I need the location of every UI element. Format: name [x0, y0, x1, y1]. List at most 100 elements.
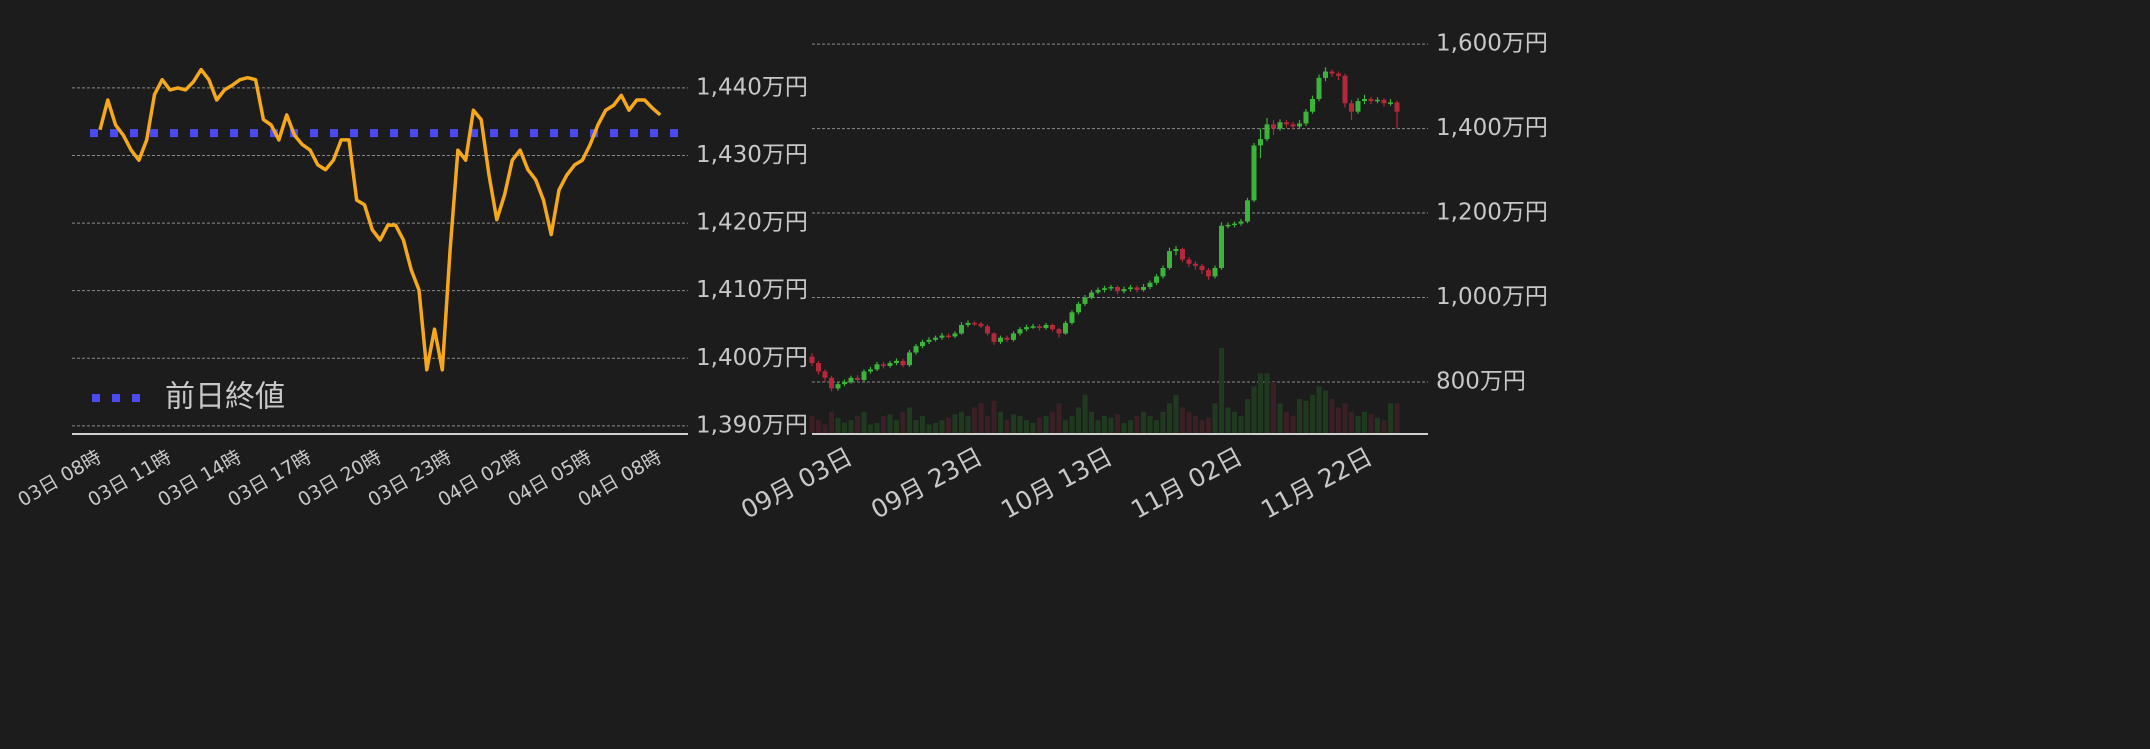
candle-body [1134, 287, 1140, 290]
volume-bar [1186, 411, 1192, 433]
volume-bar [1141, 411, 1146, 433]
volume-bar [1264, 373, 1270, 433]
candle-body [1102, 288, 1107, 290]
candle-body [1264, 124, 1270, 140]
volume-bar [1121, 422, 1127, 433]
y-tick-label: 1,400万円 [696, 345, 808, 371]
y-tick-label: 800万円 [1436, 369, 1526, 395]
volume-bar [959, 411, 964, 433]
y-tick-label: 1,410万円 [696, 277, 808, 303]
candle-body [1173, 248, 1179, 252]
candle-body [1290, 124, 1296, 127]
x-tick-label: 09月 23日 [866, 442, 987, 525]
candle-body [1154, 276, 1159, 283]
candle-body [998, 337, 1003, 342]
candle-body [1017, 329, 1023, 334]
volume-bar [1089, 411, 1094, 433]
volume-bar [1115, 414, 1120, 433]
candle-body [1063, 322, 1068, 334]
volume-bar [1108, 417, 1114, 433]
candle-body [1030, 326, 1036, 328]
volume-bar [1102, 416, 1107, 433]
volume-bar [1284, 411, 1289, 433]
volume-bar [1381, 420, 1387, 433]
candle-body [1011, 333, 1016, 340]
volume-bar [1258, 373, 1263, 433]
x-tick-label: 11月 22日 [1256, 442, 1377, 525]
candle-body [1219, 225, 1224, 268]
candle-body [1271, 124, 1276, 129]
volume-bar [1388, 403, 1393, 433]
candle-body [1056, 329, 1062, 334]
candle-body [809, 356, 815, 364]
candle-body [881, 364, 886, 366]
candle-body [887, 363, 893, 366]
volume-bar [998, 411, 1003, 433]
candle-body [874, 364, 880, 370]
volume-bar [1271, 382, 1276, 433]
volume-bar [855, 416, 860, 433]
candle-body [1323, 71, 1328, 78]
y-tick-label: 1,430万円 [696, 142, 808, 168]
candle-body [1349, 103, 1354, 112]
volume-bar [1394, 403, 1400, 433]
x-tick-label: 09月 03日 [736, 442, 857, 525]
candle-body [1394, 102, 1400, 112]
volume-bar [1290, 416, 1296, 433]
y-tick-label: 1,000万円 [1436, 284, 1548, 310]
volume-bar [1349, 411, 1354, 433]
candle-body [939, 335, 945, 338]
volume-bar [835, 417, 841, 433]
candle-body [926, 339, 932, 342]
candle-body [1050, 325, 1055, 330]
candle-body [822, 371, 828, 378]
candle-body [1024, 327, 1029, 330]
volume-bar [809, 416, 815, 433]
candle-body [913, 346, 919, 353]
candle-body [946, 335, 951, 338]
volume-bar [1277, 403, 1283, 433]
candle-body [1251, 145, 1257, 201]
volume-bar [1134, 416, 1140, 433]
x-tick-label: 10月 13日 [996, 442, 1117, 525]
volume-bar [1362, 411, 1367, 433]
candle-body [991, 333, 997, 342]
volume-bar [842, 422, 847, 433]
volume-bar [1180, 407, 1185, 433]
volume-bar [1297, 399, 1302, 433]
volume-bar [1095, 420, 1101, 433]
volume-bar [939, 420, 945, 433]
volume-bar [1024, 420, 1029, 433]
candle-body [1329, 71, 1335, 74]
candle-body [1245, 200, 1250, 222]
volume-bar [1245, 399, 1250, 433]
candle-body [952, 333, 958, 337]
volume-bar [1076, 407, 1081, 433]
candle-body [1160, 267, 1166, 277]
volume-bar [933, 422, 938, 433]
volume-bar [978, 403, 984, 433]
candle-body [848, 377, 854, 383]
candle-body [985, 326, 990, 334]
y-tick-label: 1,400万円 [1436, 115, 1548, 141]
candle-body [829, 377, 834, 389]
candle-body [1232, 223, 1237, 226]
volume-bar [1173, 394, 1179, 433]
candle-body [1167, 251, 1172, 268]
volume-bar [1147, 416, 1153, 433]
volume-bar [1219, 348, 1224, 433]
volume-bar [985, 416, 990, 433]
volume-bar [1375, 417, 1380, 433]
candle-body [868, 369, 873, 372]
volume-bar [1232, 411, 1237, 433]
candle-body [1206, 270, 1211, 277]
volume-bar [946, 417, 951, 433]
volume-bar [1011, 414, 1016, 433]
candle-body [1147, 282, 1153, 287]
volume-bar [1251, 386, 1257, 433]
volume-bar [829, 411, 834, 433]
volume-bar [1063, 420, 1068, 433]
candle-body [1199, 265, 1205, 271]
y-tick-label: 1,420万円 [696, 210, 808, 236]
volume-bar [1316, 386, 1322, 433]
